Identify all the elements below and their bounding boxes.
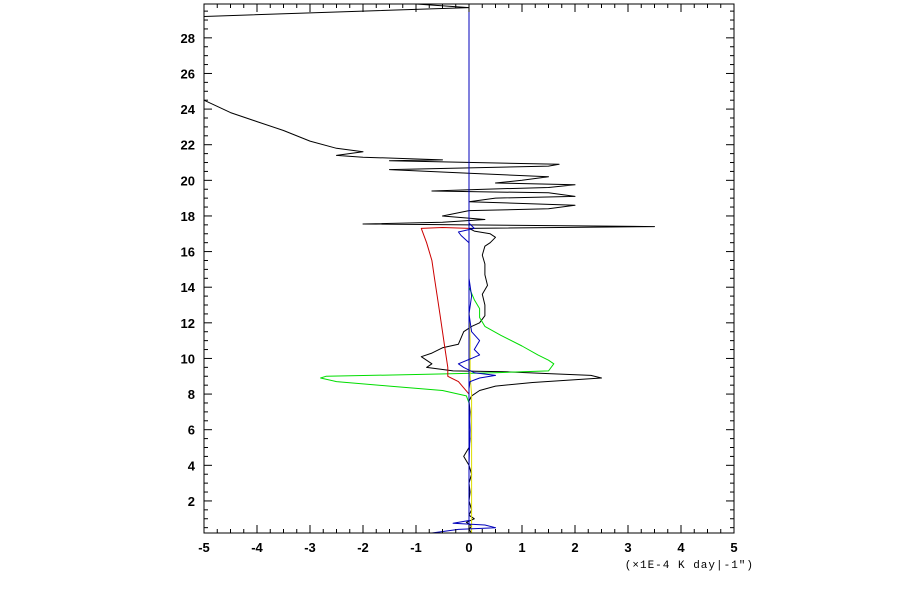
- y-tick-label: 6: [188, 423, 195, 438]
- x-tick-label: 1: [518, 540, 525, 555]
- y-tick-label: 4: [188, 458, 196, 473]
- y-tick-label: 2: [188, 494, 195, 509]
- x-tick-label: -4: [251, 540, 263, 555]
- series-line-5: [431, 222, 496, 534]
- series-line-2: [320, 233, 555, 533]
- series-line-3: [420, 227, 470, 533]
- y-tick-label: 24: [181, 102, 196, 117]
- x-tick-label: -2: [357, 540, 369, 555]
- ticks-layer: [203, 4, 735, 533]
- x-axis-unit-label: (×1E-4 K day|-1"): [625, 560, 754, 572]
- y-tick-label: 14: [181, 280, 196, 295]
- x-tick-label: 5: [730, 540, 737, 555]
- y-tick-label: 28: [181, 31, 195, 46]
- y-tick-label: 22: [181, 138, 195, 153]
- y-tick-label: 26: [181, 66, 195, 81]
- y-tick-label: 20: [181, 173, 195, 188]
- y-tick-label: 10: [181, 351, 195, 366]
- y-tick-label: 12: [181, 316, 195, 331]
- x-tick-label: 0: [465, 540, 472, 555]
- y-tick-label: 18: [181, 209, 195, 224]
- x-tick-label: 2: [571, 540, 578, 555]
- series-layer: [203, 3, 655, 534]
- y-tick-label: 8: [188, 387, 195, 402]
- x-tick-label: -3: [304, 540, 316, 555]
- y-tick-label: 16: [181, 245, 195, 260]
- x-tick-label: -1: [410, 540, 422, 555]
- x-tick-labels: -5 -4 -3 -2 -1 0 1 2 3 4 5: [198, 540, 737, 555]
- series-line-0: [203, 99, 655, 534]
- x-tick-label: 3: [624, 540, 631, 555]
- x-tick-label: -5: [198, 540, 210, 555]
- x-tick-label: 4: [677, 540, 685, 555]
